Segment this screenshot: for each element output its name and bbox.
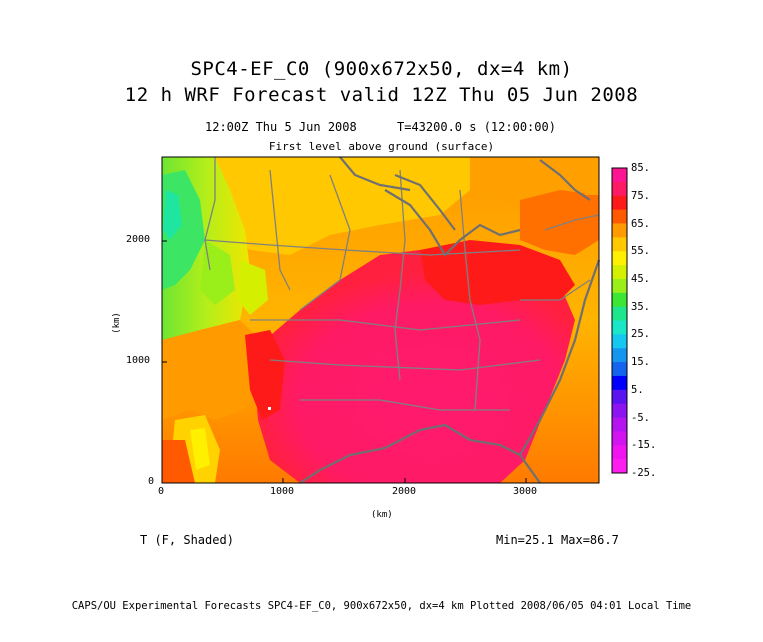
colorbar-swatch (612, 237, 627, 252)
variable-label: T (F, Shaded) (140, 533, 234, 547)
colorbar-swatch (612, 265, 627, 280)
colorbar-label: -15. (631, 439, 657, 452)
coastlines (299, 156, 601, 484)
colorbar-swatch (612, 223, 627, 238)
colorbar-swatch (612, 403, 627, 419)
colorbar-swatch (612, 278, 627, 294)
map-title: SPC4-EF_C0 (900x672x50, dx=4 km) (190, 58, 573, 80)
valid-time: 12:00Z Thu 5 Jun 2008 (205, 120, 357, 134)
map-subtitle: 12 h WRF Forecast valid 12Z Thu 05 Jun 2… (124, 84, 639, 106)
colorbar-swatch (612, 375, 627, 391)
colorbar-swatch (612, 306, 627, 321)
colorbar-swatch (612, 445, 627, 460)
colorbar-swatch (612, 389, 627, 405)
colorbar-swatch (612, 251, 627, 266)
temperature-field (162, 157, 599, 483)
colorbar-label: 55. (631, 245, 650, 258)
colorbar-label: 15. (631, 356, 650, 369)
colorbar-label: -5. (631, 411, 650, 424)
x-tick-label: 3000 (513, 486, 538, 497)
colorbar-label: 35. (631, 300, 650, 313)
colorbar-swatch (612, 195, 627, 211)
colorbar-swatch (612, 181, 627, 197)
colorbar-label: 75. (631, 189, 650, 202)
y-tick-label: 1000 (126, 355, 151, 366)
colorbar-swatch (612, 417, 627, 432)
x-tick-label: 0 (158, 486, 165, 497)
x-tick-label: 2000 (392, 486, 417, 497)
forecast-seconds: T=43200.0 s (12:00:00) (397, 120, 556, 134)
colorbar-label: 65. (631, 217, 650, 230)
plot-frame (161, 156, 600, 484)
colorbar-swatch (612, 168, 627, 183)
y-axis-label: (km) (111, 312, 122, 334)
colorbar-swatch (612, 292, 627, 308)
y-tick-label: 2000 (126, 234, 151, 245)
colorbar-frame (611, 167, 628, 474)
colorbar-swatch (612, 209, 627, 224)
colorbar (612, 168, 627, 474)
colorbar-swatch (612, 362, 627, 377)
colorbar-swatch (612, 334, 627, 349)
colorbar-label: 85. (631, 162, 650, 174)
x-tick-label: 1000 (270, 486, 295, 497)
axis-ticks (161, 240, 527, 484)
colorbar-swatch (612, 320, 627, 335)
colorbar-label: 25. (631, 328, 650, 341)
level-label: First level above ground (surface) (268, 140, 495, 153)
colorbar-label: -25. (631, 467, 657, 479)
colorbar-swatch (612, 431, 627, 446)
x-axis-label: (km) (371, 510, 393, 520)
colorbar-swatch (612, 348, 627, 363)
colorbar-label: 5. (631, 383, 644, 396)
footer-credit: CAPS/OU Experimental Forecasts SPC4-EF_C… (71, 600, 692, 612)
min-max-label: Min=25.1 Max=86.7 (496, 533, 619, 547)
colorbar-label: 45. (631, 272, 650, 285)
y-tick-label: 0 (148, 476, 155, 487)
state-boundaries (204, 157, 600, 411)
colorbar-swatch (612, 459, 627, 474)
